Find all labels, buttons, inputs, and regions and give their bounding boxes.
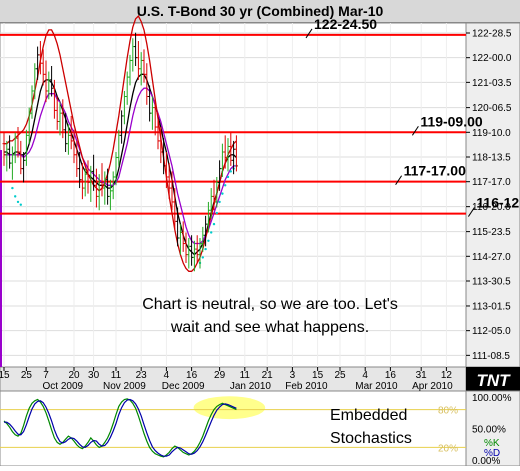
date-axis-day-label: 30	[88, 370, 100, 381]
price-panel	[0, 22, 467, 368]
trailing-stop-dot	[14, 195, 17, 198]
price-axis-label: 118-13.5	[472, 152, 511, 163]
date-axis-day-label: 3	[290, 370, 296, 381]
date-axis-day-label: 11	[111, 370, 122, 381]
trailing-stop-dot	[212, 222, 216, 226]
price-axis-labels: 122-28.5 122-00.0 121-03.5 120-06.5 119-10.0…	[466, 28, 512, 362]
trailing-stop-dot	[11, 186, 14, 190]
stochastics-series-line	[3, 398, 237, 458]
date-axis-day-label: 25	[334, 370, 346, 381]
annotation-line-2: wait and see what happens.	[170, 319, 369, 336]
tnt-logo: TNT	[476, 371, 511, 390]
date-axis-month-label: Mar 2010	[355, 381, 398, 392]
price-axis-label: 111-08.5	[472, 351, 510, 362]
annotation-line-1: Chart is neutral, so we are too. Let's	[142, 296, 398, 313]
stochastics-threshold-label: 20%	[438, 443, 458, 454]
date-axis-day-label: 12	[441, 370, 453, 381]
trailing-stop-dot	[204, 247, 207, 251]
date-axis-month-label: Oct 2009	[43, 381, 84, 392]
trailing-stop-dot	[207, 239, 210, 242]
price-axis-label: 117-17.0	[472, 177, 511, 188]
trailing-stop-dot	[221, 192, 224, 195]
level-label-tick	[467, 207, 475, 217]
level-label: 119-09.00	[420, 113, 482, 129]
stochastics-caption-line-2: Stochastics	[330, 430, 412, 447]
trailing-stop-dot	[229, 170, 232, 173]
price-axis-label: 122-00.0	[472, 53, 512, 64]
price-axis-label: 115-23.5	[472, 227, 511, 238]
trailing-stop-dot	[226, 175, 230, 179]
stochastics-highlight	[193, 396, 266, 420]
date-axis-month-label: Apr 2010	[412, 381, 453, 392]
level-label-tick	[395, 175, 403, 185]
trailing-stop-dot	[19, 203, 22, 206]
stochastics-series-line	[4, 398, 237, 457]
stochastics-threshold-label: 80%	[438, 406, 458, 417]
trailing-stop-dot	[210, 231, 213, 234]
stochastics-axis-label: 100.00%	[472, 393, 512, 404]
price-axis-label: 120-06.5	[472, 103, 512, 114]
level-label: 116-12.00	[476, 195, 520, 211]
price-axis-label: 122-28.5	[472, 28, 512, 39]
price-axis-label: 119-10.0	[472, 128, 511, 139]
date-axis-day-label: 23	[136, 370, 148, 381]
stochastics-axis-label: 0.00%	[472, 456, 500, 466]
stochastic-axis-panel	[465, 390, 520, 467]
date-axis-day-label: 16	[186, 370, 198, 381]
trailing-stop-dot	[201, 256, 204, 259]
trailing-stop-dot	[224, 184, 227, 187]
price-axis-label: 114-27.0	[472, 252, 511, 263]
date-axis-day-label: 29	[214, 370, 226, 381]
stochastics-legend-entry: %K	[484, 438, 500, 449]
date-axis-day-label: 4	[362, 370, 368, 381]
date-axis-day-label: 16	[385, 370, 397, 381]
date-axis-day-label: 20	[68, 370, 80, 381]
date-axis-day-label: 4	[164, 370, 170, 381]
stochastics-plot: 80% 20% 100.00% 50.00% 0.00% %K%D	[0, 393, 512, 467]
date-axis-day-label: 15	[312, 370, 324, 381]
logo-box	[466, 367, 520, 391]
date-axis-day-label: 15	[0, 370, 10, 381]
stochastics-legend-entry: %D	[484, 448, 500, 459]
level-label: 122-24.50	[314, 16, 377, 32]
price-axis-label: 116-20.0	[472, 202, 511, 213]
date-axis-month-label: Dec 2009	[162, 381, 205, 392]
level-label: 117-17.00	[404, 163, 466, 179]
price-axis-label: 113-30.5	[472, 277, 511, 288]
level-label-tick	[411, 126, 419, 136]
price-axis-panel	[465, 22, 520, 368]
date-axis-day-label: 21	[262, 370, 274, 381]
date-axis-day-label: 25	[21, 370, 33, 381]
price-axis-label: 112-05.0	[472, 326, 511, 337]
title-bar	[0, 0, 520, 22]
trailing-stop-dot	[215, 211, 218, 215]
support-resistance-lines: 122-24.50 119-09.00 117-17.00 116-12.00	[0, 16, 520, 217]
price-axis-label: 113-01.5	[472, 301, 511, 312]
stochastics-axis-label: 50.00%	[472, 425, 506, 436]
level-label-tick	[305, 28, 313, 39]
date-axis-day-label: 11	[240, 370, 251, 381]
trailing-stop-dot	[218, 200, 221, 204]
price-bars	[2, 32, 238, 272]
price-axis-label: 121-03.5	[472, 78, 512, 89]
date-axis-labels: 15 25 7 20 30 11 23 4 16 29 11 21 3 15 25 4 16 31 12 Oct 20…	[0, 367, 453, 392]
stochastics-caption-line-1: Embedded	[330, 407, 407, 424]
date-axis-month-label: Feb 2010	[285, 381, 328, 392]
trailing-stop-dot	[16, 200, 20, 204]
date-axis-month-label: Jan 2010	[230, 381, 272, 392]
chart-title: U.S. T-Bond 30 yr (Combined) Mar-10	[137, 3, 384, 19]
date-axis-month-label: Nov 2009	[103, 381, 146, 392]
date-axis-day-label: 7	[43, 370, 49, 381]
date-axis-day-label: 31	[416, 370, 428, 381]
